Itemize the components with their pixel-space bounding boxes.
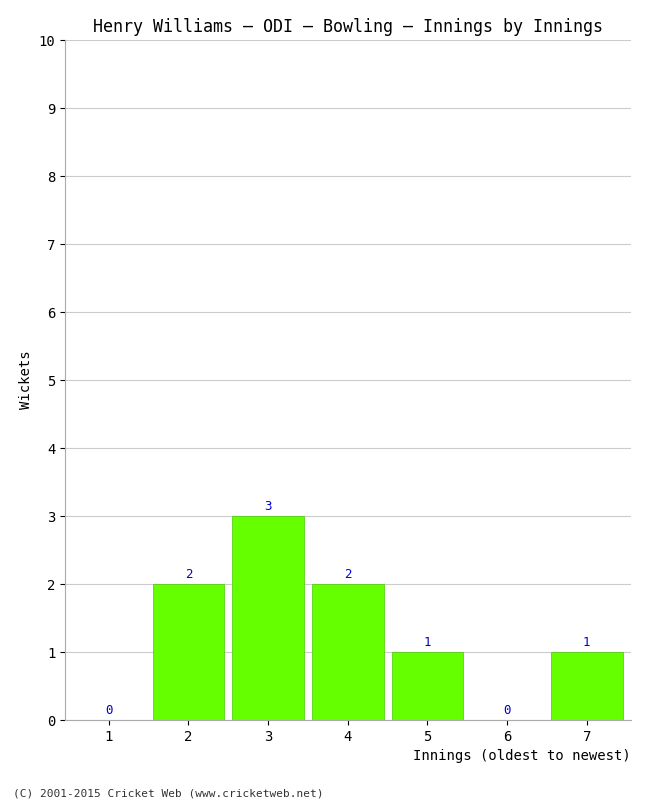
Text: 3: 3 <box>265 499 272 513</box>
Text: 0: 0 <box>503 704 511 717</box>
Text: 0: 0 <box>105 704 112 717</box>
Text: 2: 2 <box>344 568 352 581</box>
Bar <box>391 652 463 720</box>
Bar <box>232 516 304 720</box>
X-axis label: Innings (oldest to newest): Innings (oldest to newest) <box>413 750 630 763</box>
Bar <box>312 584 384 720</box>
Bar <box>153 584 224 720</box>
Y-axis label: Wickets: Wickets <box>19 350 33 410</box>
Text: (C) 2001-2015 Cricket Web (www.cricketweb.net): (C) 2001-2015 Cricket Web (www.cricketwe… <box>13 788 324 798</box>
Bar <box>551 652 623 720</box>
Text: 1: 1 <box>424 635 431 649</box>
Title: Henry Williams – ODI – Bowling – Innings by Innings: Henry Williams – ODI – Bowling – Innings… <box>93 18 603 36</box>
Text: 1: 1 <box>583 635 590 649</box>
Text: 2: 2 <box>185 568 192 581</box>
